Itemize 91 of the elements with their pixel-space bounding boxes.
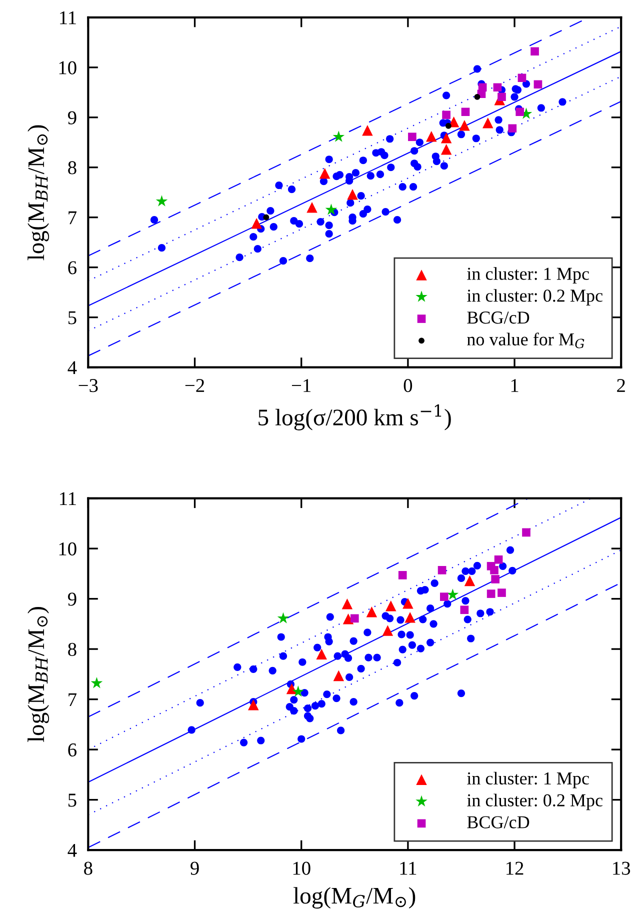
point [440, 144, 452, 155]
y-tick-label: 10 [59, 61, 76, 74]
point [263, 214, 270, 220]
point [516, 108, 524, 116]
x-tick-label: −1 [292, 379, 311, 392]
point [508, 124, 517, 133]
point [460, 606, 469, 614]
point [459, 120, 470, 131]
point [438, 566, 446, 574]
point [382, 625, 394, 636]
point [426, 130, 437, 142]
point [402, 598, 414, 609]
point [319, 168, 330, 179]
x-tick-label: 9 [190, 862, 199, 875]
point [292, 686, 304, 697]
point [474, 94, 480, 100]
point [490, 566, 498, 574]
legend-label: no value for M$_{G}$ [467, 332, 584, 348]
legend-label: in cluster: 0.2 Mpc [467, 794, 602, 810]
point [530, 47, 539, 56]
point [493, 83, 502, 92]
point [350, 614, 359, 623]
y-tick-label: 8 [68, 161, 76, 174]
x-tick-label: 8 [84, 862, 92, 875]
point [347, 188, 358, 200]
y-axis-title: log(M$_{BH}$/M$_{⊙}$) [28, 125, 50, 260]
x-tick-label: 13 [613, 862, 630, 875]
point [442, 110, 450, 120]
legend-label: in cluster: 1 Mpc [467, 772, 589, 788]
point [404, 612, 416, 623]
y-tick-label: 11 [60, 11, 76, 24]
point [333, 670, 344, 682]
y-tick-label: 4 [68, 844, 77, 857]
legend-label: in cluster: 0.2 Mpc [467, 289, 602, 306]
x-tick-label: −3 [78, 379, 98, 392]
point [386, 600, 396, 612]
x-tick-label: 2 [617, 379, 625, 392]
x-tick-label: −2 [185, 379, 204, 392]
x-tick-label: 10 [293, 862, 310, 875]
point [498, 588, 506, 597]
point [522, 528, 530, 537]
point [446, 588, 459, 600]
point [498, 92, 506, 102]
point [332, 130, 345, 142]
point [482, 118, 494, 128]
y-tick-label: 10 [59, 542, 76, 556]
x-tick-label: 12 [506, 862, 524, 875]
legend-label: BCG/cD [467, 816, 530, 828]
point [486, 590, 496, 598]
point [366, 606, 378, 618]
y-tick-label: 4 [68, 361, 77, 374]
legend-label: in cluster: 1 Mpc [467, 267, 589, 284]
point [408, 132, 416, 142]
y-tick-label: 11 [60, 492, 76, 506]
y-tick-label: 8 [68, 642, 76, 656]
legend-label: BCG/cD [467, 312, 530, 324]
point [156, 195, 168, 206]
point [491, 575, 500, 584]
point [461, 108, 470, 116]
point [306, 202, 318, 213]
point [316, 648, 327, 660]
y-tick-label: 7 [68, 693, 77, 706]
point [325, 204, 338, 215]
point [440, 592, 448, 601]
point [445, 122, 452, 129]
x-tick-label: 1 [511, 379, 518, 392]
point [90, 677, 103, 688]
y-tick-label: 6 [68, 261, 76, 274]
point [342, 598, 353, 610]
y-tick-label: 9 [68, 592, 76, 606]
y-tick-label: 9 [68, 111, 76, 124]
y-axis-title: log(M$_{BH}$/M$_{⊙}$) [28, 607, 50, 742]
point [518, 74, 526, 82]
point [251, 218, 262, 229]
point [494, 555, 503, 564]
x-axis-title: log(M$_{G}$/M$_{⊙}$) [293, 887, 416, 909]
point [248, 699, 259, 710]
point [342, 614, 354, 624]
point [464, 575, 476, 586]
x-tick-label: 0 [404, 378, 412, 392]
point [440, 132, 452, 144]
y-tick-label: 5 [68, 794, 76, 807]
y-tick-label: 6 [68, 743, 76, 756]
x-tick-label: 11 [400, 862, 416, 875]
y-tick-label: 7 [68, 211, 77, 224]
point [398, 571, 407, 580]
x-axis-title: 5 log(σ/200 km s$^{−1}$) [258, 404, 451, 430]
point [362, 124, 373, 136]
point [277, 612, 290, 624]
point [534, 80, 542, 89]
y-tick-label: 5 [68, 311, 76, 324]
